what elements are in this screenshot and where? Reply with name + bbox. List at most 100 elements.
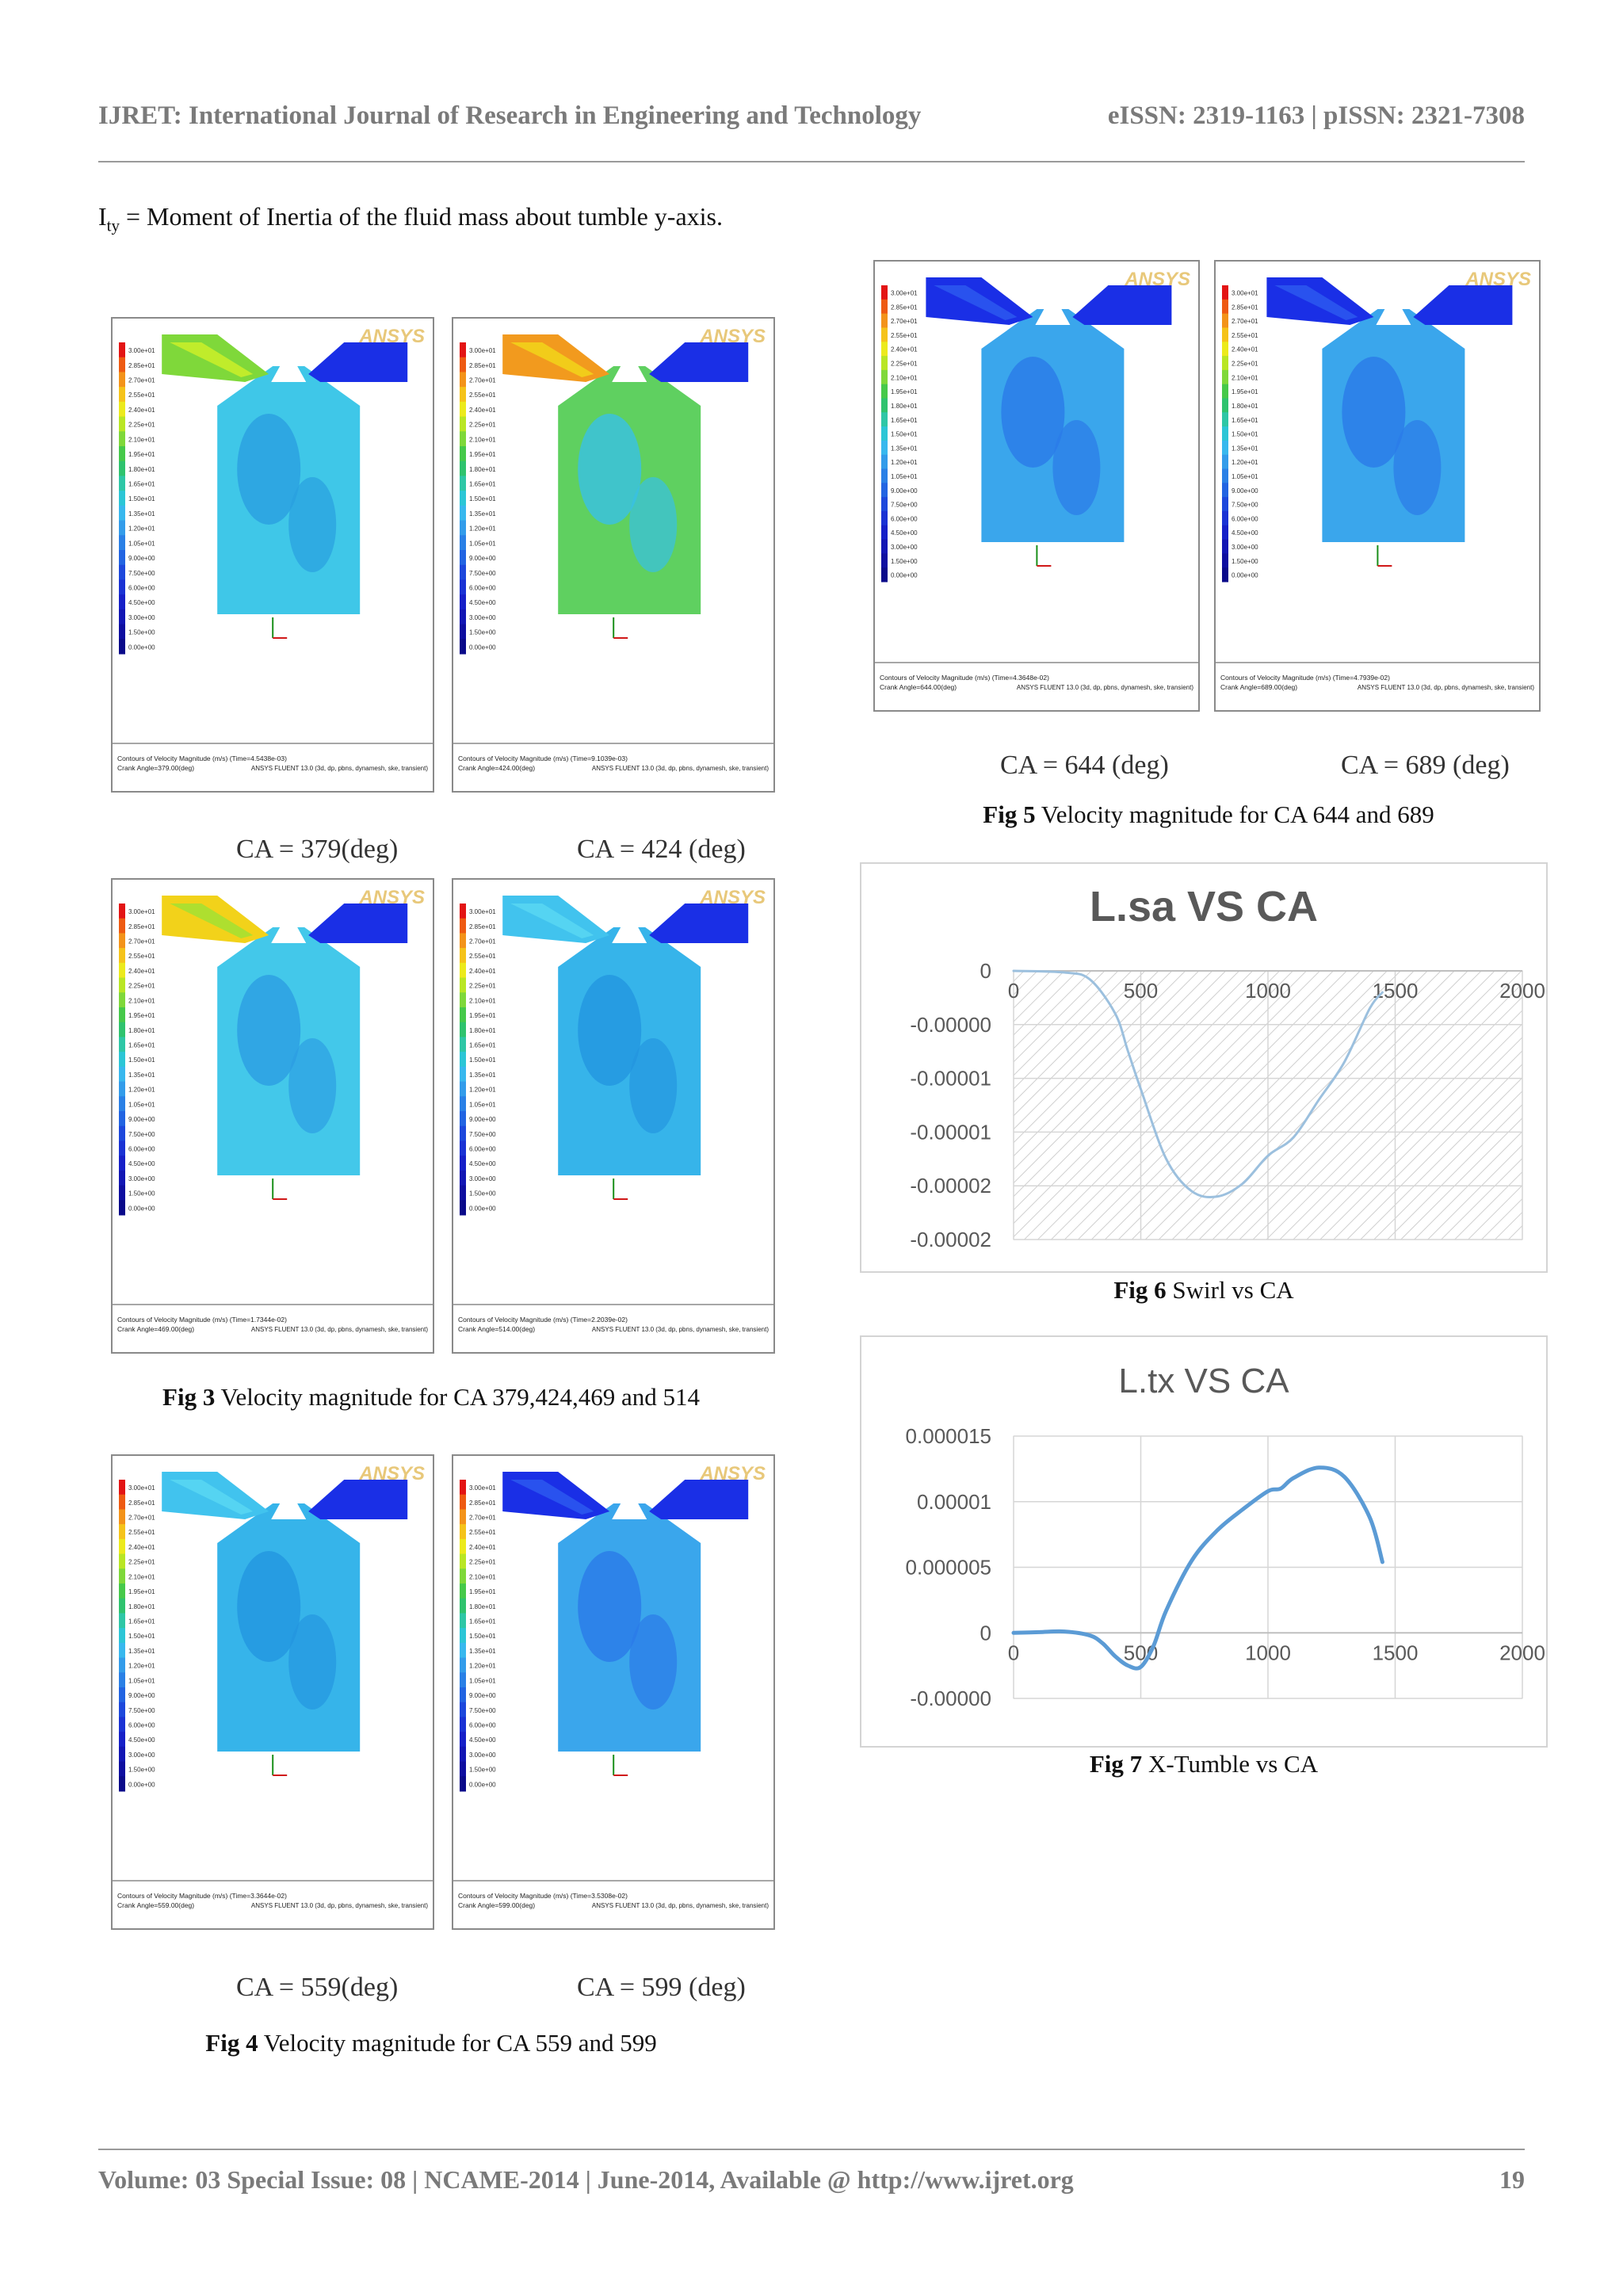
legend-swatch bbox=[1222, 440, 1228, 456]
valve bbox=[1376, 293, 1411, 325]
legend-value: 2.10e+01 bbox=[128, 436, 155, 443]
contour-svg: 3.00e+01 2.85e+01 2.70e+01 2.55e+01 2.40e+01… bbox=[113, 1463, 433, 1909]
legend-value: 1.05e+01 bbox=[891, 473, 918, 480]
fig5-number: Fig 5 bbox=[983, 800, 1036, 828]
journal-title: IJRET: International Journal of Research… bbox=[98, 101, 922, 130]
legend-value: 2.25e+01 bbox=[469, 1559, 496, 1566]
legend-swatch bbox=[460, 609, 466, 625]
legend-value: 2.55e+01 bbox=[469, 392, 496, 399]
legend-swatch bbox=[1222, 468, 1228, 483]
legend-swatch bbox=[119, 1553, 125, 1569]
x-tick-label: 1000 bbox=[1245, 1641, 1291, 1664]
solver-info: ANSYS FLUENT 13.0 (3d, dp, pbns, dynames… bbox=[251, 1326, 428, 1333]
legend-swatch bbox=[460, 1598, 466, 1614]
legend-value: 2.70e+01 bbox=[1232, 318, 1258, 325]
x-tick-label: 500 bbox=[1124, 979, 1158, 1003]
legend-value: 1.95e+01 bbox=[469, 1588, 496, 1595]
x-tick-label: 1500 bbox=[1373, 979, 1419, 1003]
ca-label-424: CA = 424 (deg) bbox=[577, 835, 746, 864]
exhaust-port bbox=[1413, 285, 1513, 325]
legend-swatch bbox=[119, 1732, 125, 1748]
legend-value: 1.20e+01 bbox=[1232, 459, 1258, 466]
legend-swatch bbox=[881, 384, 888, 399]
legend-value: 1.65e+01 bbox=[128, 1618, 155, 1626]
legend-swatch bbox=[460, 1776, 466, 1792]
legend-swatch bbox=[460, 962, 466, 979]
contour-description: Contours of Velocity Magnitude (m/s) (Ti… bbox=[458, 755, 628, 762]
legend-value: 2.25e+01 bbox=[891, 361, 918, 368]
legend-swatch bbox=[119, 372, 125, 388]
legend-value: 1.50e+00 bbox=[469, 1190, 496, 1198]
header-rule bbox=[98, 161, 1525, 162]
legend-value: 1.50e+00 bbox=[469, 629, 496, 636]
valve bbox=[271, 911, 307, 943]
legend-swatch bbox=[460, 1672, 466, 1688]
crank-angle-value: Crank Angle=514.00(deg) bbox=[458, 1325, 535, 1333]
legend-swatch bbox=[460, 1732, 466, 1748]
legend-value: 1.20e+01 bbox=[469, 1087, 496, 1094]
legend-value: 2.70e+01 bbox=[469, 938, 496, 946]
legend-value: 1.65e+01 bbox=[891, 417, 918, 424]
y-tick-label: 0.000015 bbox=[906, 1424, 991, 1448]
legend-value: 3.00e+00 bbox=[1232, 544, 1258, 551]
legend-swatch bbox=[460, 387, 466, 403]
legend-swatch bbox=[881, 313, 888, 328]
legend-value: 2.55e+01 bbox=[891, 332, 918, 339]
chart-svg: L.tx VS CA 0.000015 0.00001 0.000005 0 -0.000… bbox=[906, 1362, 1545, 1710]
ca-label-559: CA = 559(deg) bbox=[236, 1973, 399, 2002]
legend-value: 2.10e+01 bbox=[128, 1573, 155, 1580]
legend-value: 2.10e+01 bbox=[128, 997, 155, 1004]
series-line bbox=[1012, 969, 1384, 1198]
flow-region bbox=[578, 975, 642, 1086]
legend-value: 1.35e+01 bbox=[128, 1648, 155, 1655]
contour-description: Contours of Velocity Magnitude (m/s) (Ti… bbox=[458, 1892, 628, 1900]
legend-value: 3.00e+01 bbox=[128, 1484, 155, 1492]
legend-value: 1.95e+01 bbox=[128, 1012, 155, 1019]
flow-region bbox=[1342, 357, 1406, 468]
legend-swatch bbox=[460, 1761, 466, 1777]
legend-swatch bbox=[119, 1509, 125, 1525]
legend-value: 3.00e+01 bbox=[128, 908, 155, 915]
legend-swatch bbox=[119, 416, 125, 432]
legend-value: 6.00e+00 bbox=[128, 1146, 155, 1153]
legend-value: 1.50e+01 bbox=[469, 1633, 496, 1640]
legend-value: 1.05e+01 bbox=[469, 540, 496, 547]
caption-fig5: Fig 5 Velocity magnitude for CA 644 and … bbox=[860, 800, 1557, 829]
legend-value: 2.40e+01 bbox=[128, 407, 155, 414]
legend-swatch bbox=[460, 1111, 466, 1127]
legend-value: 1.50e+01 bbox=[128, 495, 155, 502]
legend-value: 2.25e+01 bbox=[128, 1559, 155, 1566]
legend-swatch bbox=[460, 1538, 466, 1555]
legend-swatch bbox=[1222, 369, 1228, 385]
legend-value: 1.20e+01 bbox=[891, 459, 918, 466]
caption-fig6: Fig 6 Swirl vs CA bbox=[860, 1276, 1548, 1305]
legend-swatch bbox=[460, 1185, 466, 1201]
legend-swatch bbox=[460, 1494, 466, 1510]
legend-swatch bbox=[119, 1598, 125, 1614]
legend-value: 2.40e+01 bbox=[469, 407, 496, 414]
legend-swatch bbox=[460, 1657, 466, 1673]
x-tick-label: 1500 bbox=[1373, 1641, 1419, 1664]
legend-swatch bbox=[1222, 510, 1228, 526]
legend-swatch bbox=[460, 1125, 466, 1141]
fig6-number: Fig 6 bbox=[1113, 1276, 1167, 1304]
legend-swatch bbox=[460, 416, 466, 432]
crank-angle-value: Crank Angle=599.00(deg) bbox=[458, 1901, 535, 1909]
legend-value: 1.80e+01 bbox=[891, 403, 918, 410]
legend-swatch bbox=[1222, 483, 1228, 498]
legend-swatch bbox=[460, 342, 466, 358]
legend-value: 6.00e+00 bbox=[891, 515, 918, 522]
legend-swatch bbox=[119, 1584, 125, 1599]
legend-value: 7.50e+00 bbox=[469, 1131, 496, 1138]
legend-swatch bbox=[460, 918, 466, 934]
legend-swatch bbox=[460, 1022, 466, 1037]
legend-value: 1.50e+01 bbox=[128, 1633, 155, 1640]
legend-swatch bbox=[460, 1200, 466, 1216]
valve bbox=[612, 350, 647, 382]
symbol: I bbox=[98, 202, 107, 231]
contour-svg: 3.00e+01 2.85e+01 2.70e+01 2.55e+01 2.40e+01… bbox=[113, 326, 433, 772]
caption-fig3: Fig 3 Velocity magnitude for CA 379,424,… bbox=[98, 1383, 764, 1412]
legend-swatch bbox=[460, 1081, 466, 1097]
legend-value: 3.00e+01 bbox=[891, 289, 918, 296]
legend-swatch bbox=[460, 1509, 466, 1525]
